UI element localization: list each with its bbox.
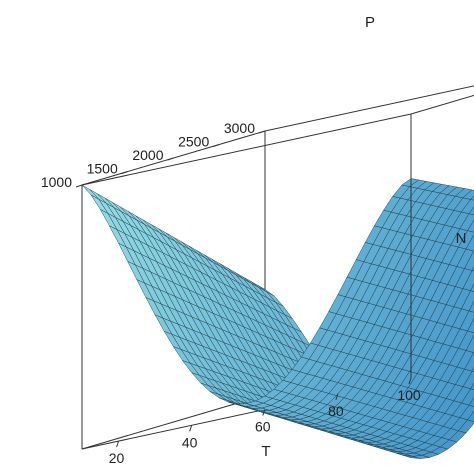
surface-patch (401, 178, 420, 187)
y-axis-label: P (365, 14, 375, 31)
x-tick-mark (335, 393, 339, 400)
y-tick-mark (167, 157, 174, 161)
surface-mesh (81, 178, 474, 459)
x-tick-label: 100 (397, 387, 421, 403)
x-tick-label: 60 (255, 419, 271, 435)
y-tick-label: 2500 (178, 134, 209, 150)
y-tick-mark (213, 144, 220, 147)
y-tick-label: 1500 (87, 161, 118, 177)
x-tick-mark (408, 377, 412, 385)
x-tick-mark (262, 409, 266, 416)
y-tick-label: 3000 (224, 120, 255, 136)
y-tick-label: 2000 (132, 147, 163, 163)
y-tick-mark (121, 171, 128, 174)
z-axis-label: N (456, 230, 467, 247)
y-tick-mark (75, 184, 83, 188)
y-tick-mark (258, 130, 266, 134)
box-edge (410, 94, 474, 115)
x-tick-mark (189, 425, 193, 432)
box-edge (264, 85, 474, 132)
axis-ticks: 2040608010010001500200025003000180190200… (41, 120, 421, 466)
x-tick-mark (116, 440, 120, 448)
x-axis-label: T (261, 443, 270, 460)
x-tick-label: 20 (109, 450, 125, 466)
x-tick-label: 40 (182, 434, 198, 450)
x-tick-label: 80 (328, 403, 344, 419)
y-tick-label: 1000 (41, 174, 72, 190)
box-edge (81, 113, 412, 186)
surface-patch (81, 184, 99, 200)
